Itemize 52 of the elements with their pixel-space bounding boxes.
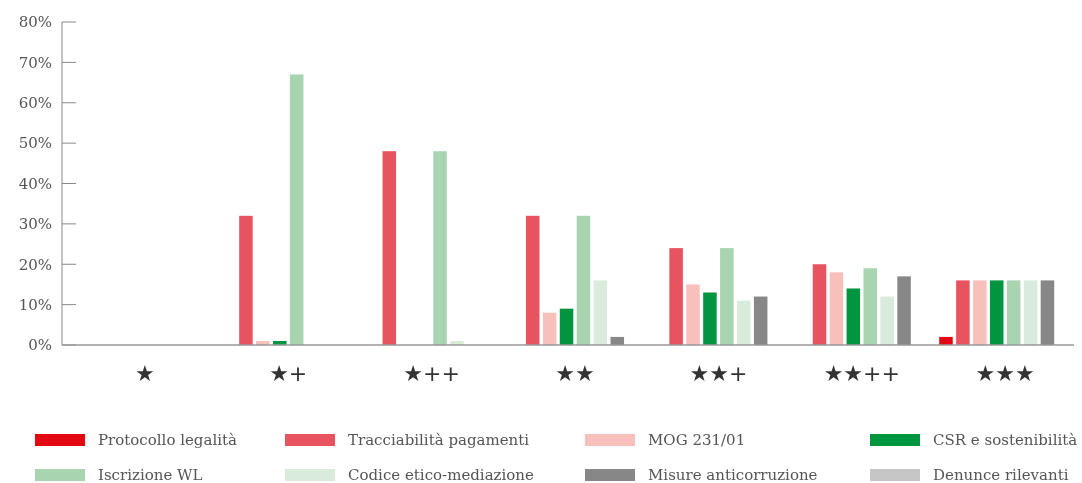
bar xyxy=(382,151,397,345)
bar xyxy=(669,248,683,345)
bar xyxy=(593,280,608,345)
legend-label: Denunce rilevanti xyxy=(933,466,1069,483)
y-tick-label: 30% xyxy=(18,215,52,234)
x-tick-label: ★++ xyxy=(403,361,460,386)
y-tick-label: 0% xyxy=(28,336,52,355)
bar xyxy=(989,280,1004,345)
x-tick-label: ★ xyxy=(134,361,155,386)
bar xyxy=(686,284,700,345)
y-tick-label: 50% xyxy=(18,134,52,153)
x-tick-label: ★+ xyxy=(269,361,308,386)
bar xyxy=(433,151,447,345)
bar xyxy=(829,272,844,345)
y-tick-label: 80% xyxy=(18,13,52,32)
bar xyxy=(956,280,970,345)
x-tick-label: ★★++ xyxy=(823,361,900,386)
x-tick-label: ★★+ xyxy=(689,361,748,386)
bar xyxy=(846,288,861,345)
y-tick-label: 70% xyxy=(18,53,52,72)
x-tick-label: ★★★ xyxy=(975,361,1035,386)
bar xyxy=(1023,280,1038,345)
bar xyxy=(525,215,540,345)
legend-label: Protocollo legalità xyxy=(98,431,238,450)
y-tick-label: 20% xyxy=(18,255,52,274)
bar xyxy=(542,312,557,345)
bar xyxy=(239,215,253,345)
bar xyxy=(939,336,953,345)
bar xyxy=(559,308,574,345)
bar xyxy=(720,248,734,345)
legend-label: CSR e sostenibilità xyxy=(933,431,1078,450)
bar xyxy=(1006,280,1021,345)
legend-label: Tracciabilità pagamenti xyxy=(348,431,530,450)
bar xyxy=(897,276,911,345)
bar xyxy=(289,74,304,345)
bar xyxy=(1040,280,1055,345)
bar xyxy=(576,215,591,345)
legend-label: Misure anticorruzione xyxy=(648,466,818,483)
legend-label: MOG 231/01 xyxy=(648,431,746,450)
y-tick-label: 60% xyxy=(18,94,52,112)
x-tick-label: ★★ xyxy=(555,361,595,386)
bar xyxy=(973,280,987,345)
legend-label: Iscrizione WL xyxy=(98,466,203,483)
bar xyxy=(863,268,877,345)
bar xyxy=(812,264,827,345)
y-tick-label: 40% xyxy=(18,174,52,193)
bar xyxy=(737,300,751,345)
bar xyxy=(753,296,768,345)
legend-label: Codice etico-mediazione xyxy=(348,466,534,483)
bar xyxy=(880,296,894,345)
bar xyxy=(703,292,717,345)
y-tick-label: 10% xyxy=(18,295,52,314)
